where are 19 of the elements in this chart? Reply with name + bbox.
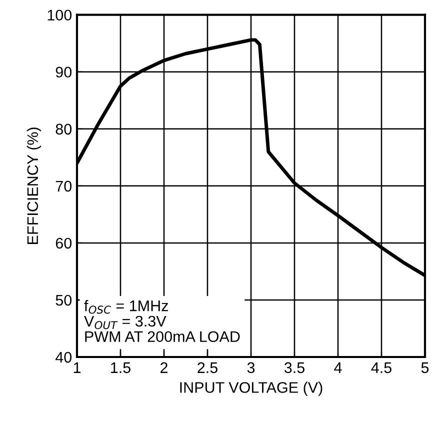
y-tick-label: 100 xyxy=(48,10,72,21)
x-tick-label: 5 xyxy=(421,362,429,374)
y-tick-label: 40 xyxy=(55,352,72,363)
y-tick-label: 60 xyxy=(56,238,72,249)
x-tick-label: 1.5 xyxy=(111,362,130,374)
x-tick-label: 4.5 xyxy=(371,362,392,374)
text: f$_{OSC}$ = 1MHz V$_{OUT}$ = 3.3V PWM AT 200mA LOAD xyxy=(84,300,240,342)
y-tick-label: 50 xyxy=(56,294,72,306)
x-tick-label: 1 xyxy=(74,362,80,373)
x-tick-label: 4 xyxy=(334,362,342,373)
x-tick-label: 3 xyxy=(247,362,255,374)
y-tick-label: 80 xyxy=(56,124,72,135)
y-axis-title: EFFICIENCY (%) xyxy=(26,128,42,244)
y-tick-label: 90 xyxy=(56,66,72,78)
y-tick-label: 70 xyxy=(56,180,72,192)
x-tick-label: 2 xyxy=(160,362,168,373)
x-axis-title: INPUT VOLTAGE (V) xyxy=(180,382,322,396)
x-tick-label: 2.5 xyxy=(198,362,218,374)
x-tick-label: 3.5 xyxy=(284,362,304,374)
